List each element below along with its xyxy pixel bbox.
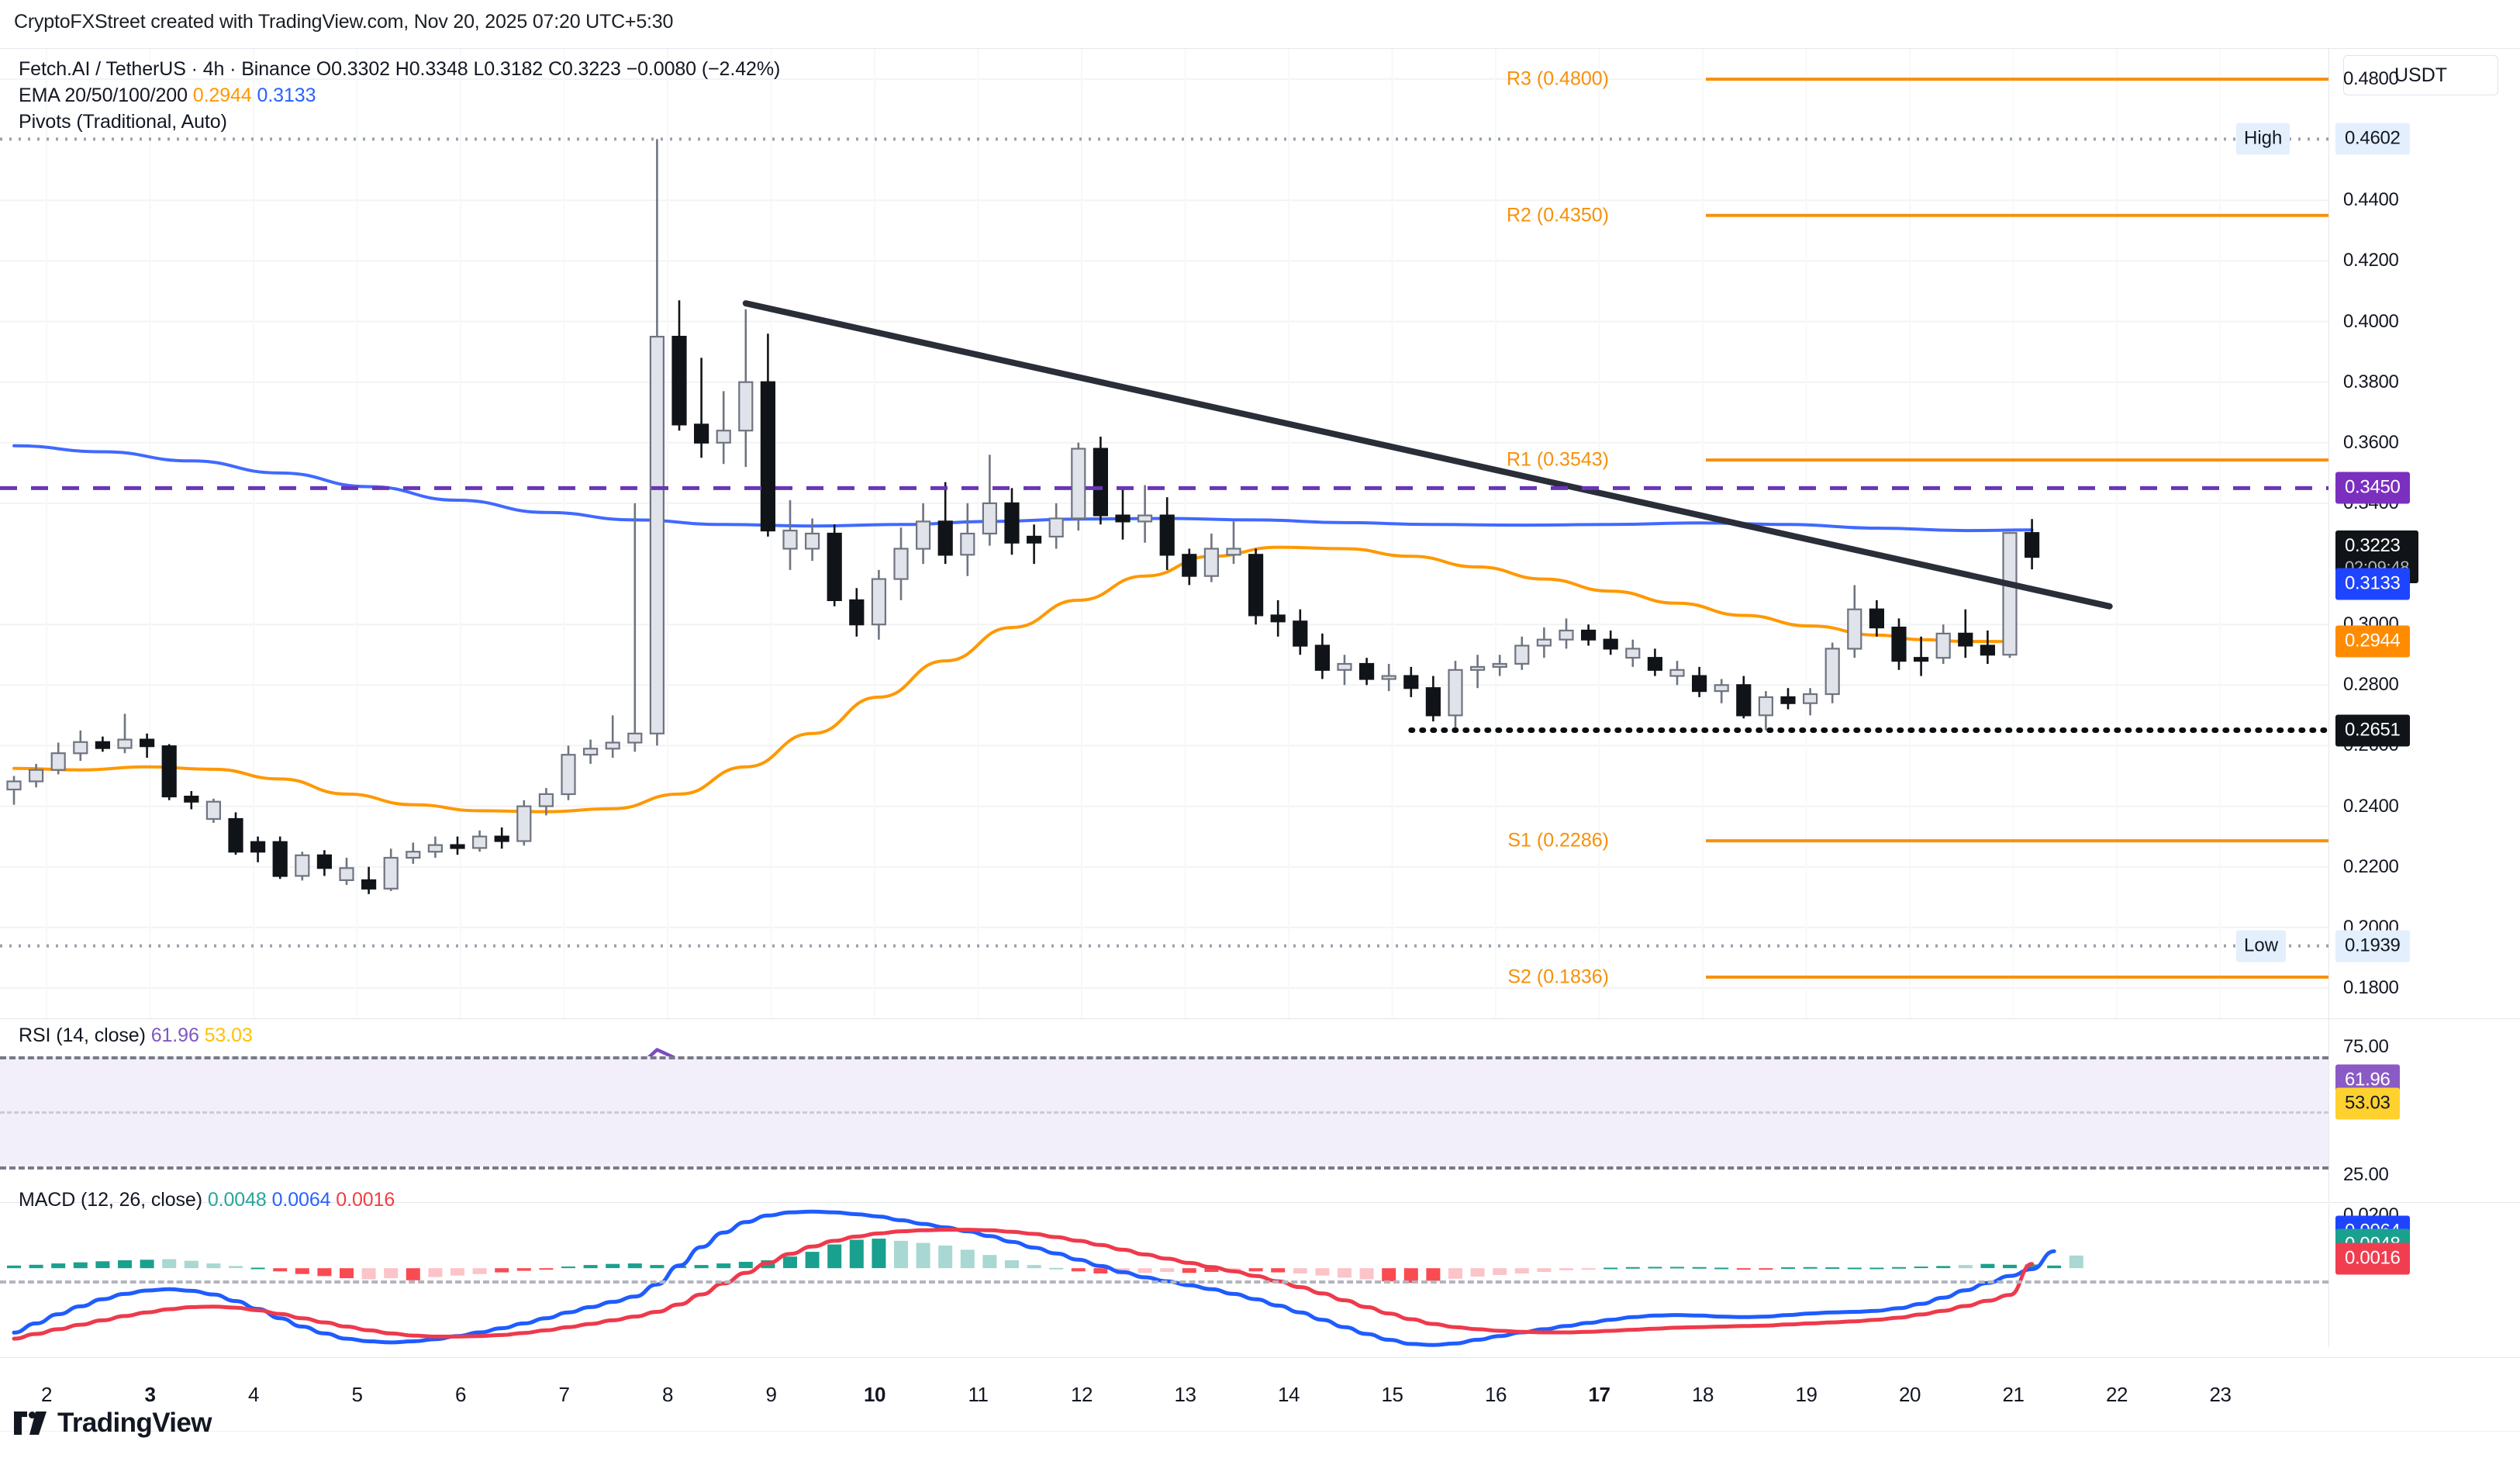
time-tick-20: 20 bbox=[1899, 1383, 1921, 1406]
price-tick-0.1800: 0.1800 bbox=[2343, 976, 2399, 998]
time-tick-18: 18 bbox=[1692, 1383, 1714, 1406]
time-tick-4: 4 bbox=[248, 1383, 259, 1406]
time-tick-17: 17 bbox=[1588, 1383, 1610, 1406]
pivot-label-r3: R3 (0.4800) bbox=[1506, 67, 1609, 90]
pivot-label-s2: S2 (0.1836) bbox=[1507, 966, 1609, 988]
time-tick-12: 12 bbox=[1071, 1383, 1093, 1406]
time-tick-10: 10 bbox=[864, 1383, 885, 1406]
price-tick-0.3800: 0.3800 bbox=[2343, 371, 2399, 392]
macd-signal-pill: 0.0016 bbox=[2335, 1242, 2410, 1275]
time-tick-19: 19 bbox=[1795, 1383, 1818, 1406]
tradingview-logo-icon bbox=[14, 1412, 47, 1435]
time-tick-8: 8 bbox=[662, 1383, 673, 1406]
period-high-tag: High bbox=[2236, 123, 2290, 155]
time-tick-9: 9 bbox=[765, 1383, 777, 1406]
rsi-upper-band-line bbox=[0, 1056, 2328, 1059]
time-tick-15: 15 bbox=[1381, 1383, 1403, 1406]
time-tick-14: 14 bbox=[1278, 1383, 1300, 1406]
macd-zero-line bbox=[0, 1280, 2328, 1284]
support-price-pill: 0.2651 bbox=[2335, 714, 2410, 746]
time-tick-16: 16 bbox=[1485, 1383, 1507, 1406]
period-low-pill: 0.1939 bbox=[2335, 930, 2410, 962]
pivot-label-r2: R2 (0.4350) bbox=[1506, 204, 1609, 226]
rsi-axis[interactable]: 75.00 25.00 61.96 53.03 bbox=[2328, 1019, 2520, 1203]
price-series-svg bbox=[0, 49, 2328, 1018]
attribution-text: CryptoFXStreet created with TradingView.… bbox=[14, 11, 674, 33]
price-tick-0.4200: 0.4200 bbox=[2343, 250, 2399, 271]
pivot-label-s1: S1 (0.2286) bbox=[1507, 829, 1609, 852]
macd-series-svg bbox=[7, 1209, 2083, 1347]
time-tick-13: 13 bbox=[1174, 1383, 1196, 1406]
time-tick-5: 5 bbox=[351, 1383, 363, 1406]
price-tick-0.3600: 0.3600 bbox=[2343, 431, 2399, 453]
price-axis[interactable]: USDT 0.4800 0.4400 0.4200 0.4000 0.3800 0.360… bbox=[2236, 49, 2520, 1018]
price-tick-0.2800: 0.2800 bbox=[2343, 674, 2399, 696]
rsi-pane[interactable]: 75.00 25.00 61.96 53.03 bbox=[0, 1019, 2520, 1203]
time-tick-3: 3 bbox=[144, 1383, 156, 1406]
time-tick-2: 2 bbox=[41, 1383, 52, 1406]
chart-frame: R3 (0.4800) R2 (0.4350) R1 (0.3543) S1 (0.2… bbox=[0, 48, 2520, 1357]
rsi-ma-value-pill: 53.03 bbox=[2335, 1087, 2400, 1120]
ema-blue-price-pill: 0.3133 bbox=[2335, 568, 2410, 600]
time-tick-7: 7 bbox=[558, 1383, 570, 1406]
period-low-tag: Low bbox=[2236, 930, 2287, 962]
price-plot-area[interactable] bbox=[0, 49, 2328, 1018]
price-tick-0.4800: 0.4800 bbox=[2343, 68, 2399, 90]
time-axis[interactable]: 2 3 4 5 6 7 8 9 10 11 12 13 14 15 16 17 18 19 20 21 22 23 bbox=[0, 1357, 2520, 1432]
price-tick-0.4000: 0.4000 bbox=[2343, 310, 2399, 332]
rsi-plot-area[interactable] bbox=[0, 1019, 2328, 1203]
rsi-tick-25: 25.00 bbox=[2343, 1163, 2389, 1185]
rsi-lower-band-line bbox=[0, 1166, 2328, 1170]
rsi-tick-75: 75.00 bbox=[2343, 1036, 2389, 1058]
period-high-pill: 0.4602 bbox=[2335, 123, 2410, 155]
pivot-label-r1: R1 (0.3543) bbox=[1506, 448, 1609, 471]
tradingview-footer: TradingView bbox=[14, 1408, 212, 1439]
rsi-midline bbox=[0, 1111, 2328, 1114]
pivot-r1-price-pill: 0.3450 bbox=[2335, 472, 2410, 504]
time-tick-21: 21 bbox=[2002, 1383, 2025, 1406]
time-tick-11: 11 bbox=[968, 1383, 989, 1406]
pane-divider-2 bbox=[0, 1202, 2520, 1203]
price-tick-0.2400: 0.2400 bbox=[2343, 795, 2399, 817]
price-pane[interactable]: R3 (0.4800) R2 (0.4350) R1 (0.3543) S1 (0.2… bbox=[0, 49, 2520, 1018]
ema-orange-price-pill: 0.2944 bbox=[2335, 625, 2410, 658]
macd-plot-area[interactable] bbox=[0, 1204, 2328, 1347]
time-tick-22: 22 bbox=[2106, 1383, 2128, 1406]
pane-divider-1 bbox=[0, 1018, 2520, 1019]
price-tick-0.4400: 0.4400 bbox=[2343, 189, 2399, 211]
currency-button[interactable]: USDT bbox=[2343, 55, 2498, 95]
price-tick-0.2200: 0.2200 bbox=[2343, 855, 2399, 877]
tradingview-brand-name: TradingView bbox=[57, 1408, 212, 1438]
time-tick-6: 6 bbox=[455, 1383, 466, 1406]
time-tick-23: 23 bbox=[2209, 1383, 2232, 1406]
